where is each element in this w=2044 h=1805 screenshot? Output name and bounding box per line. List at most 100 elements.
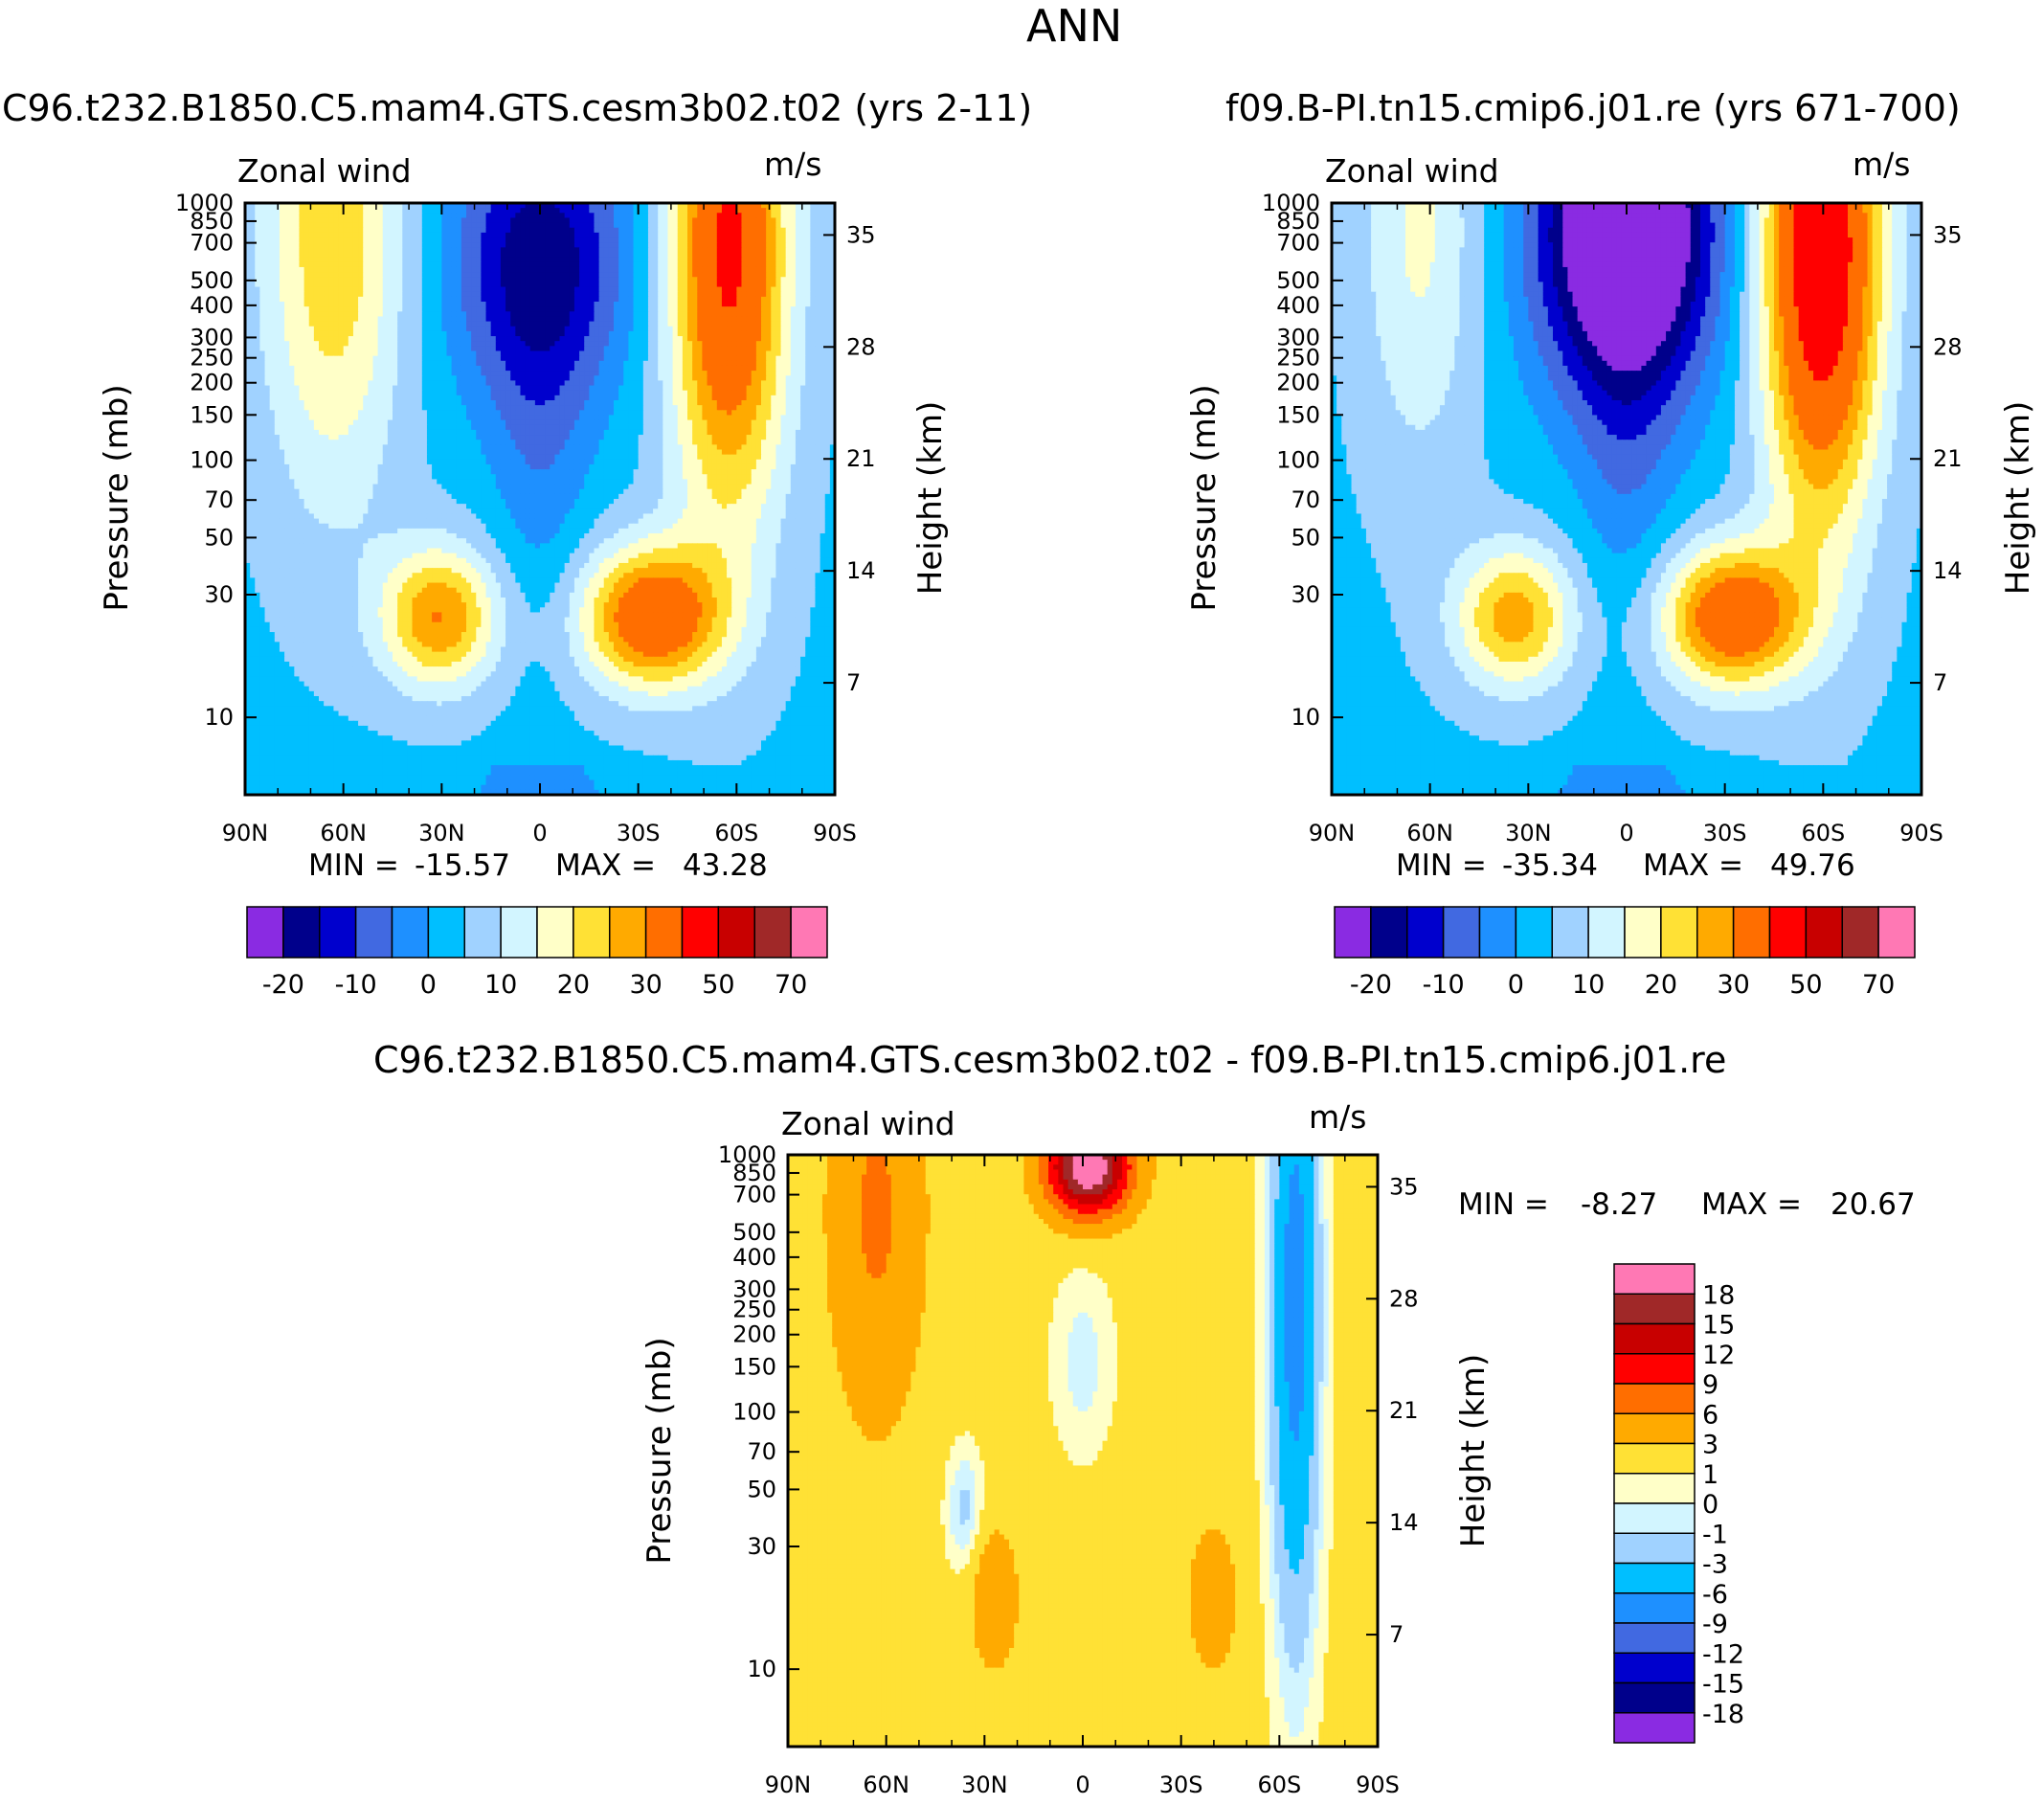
panel3-max-label: MAX =	[1701, 1190, 1802, 1220]
colorbar-swatch	[354, 906, 393, 959]
panel1-min-value: -15.57	[415, 851, 510, 881]
contour-fill	[788, 1155, 1379, 1748]
colorbar-label: 10	[484, 970, 517, 1000]
x-tick-label: 60N	[863, 1771, 910, 1798]
colorbar-swatch	[1613, 1383, 1696, 1414]
x-tick-label: 90N	[1309, 820, 1356, 846]
colorbar-swatch	[790, 906, 828, 959]
colorbar-label: 70	[1862, 970, 1895, 1000]
colorbar-swatch	[1406, 906, 1445, 959]
colorbar-swatch	[1613, 1353, 1696, 1385]
colorbar-swatch	[1613, 1712, 1696, 1744]
panel1-max-label: MAX =	[555, 851, 656, 881]
x-tick-label: 90S	[1356, 1771, 1400, 1798]
colorbar-label: -20	[1350, 970, 1392, 1000]
y-right-tick-label: 21	[846, 445, 876, 472]
colorbar-swatch	[609, 906, 647, 959]
x-tick-label: 0	[532, 820, 547, 846]
colorbar-swatch	[1613, 1562, 1696, 1594]
colorbar-swatch	[1768, 906, 1808, 959]
panel3-right-string: m/s	[1309, 1101, 1366, 1133]
y-tick-label: 10	[1291, 704, 1320, 731]
panel2-colorbar: -20 -10 0 10 20 30 50 70	[1334, 906, 1916, 1000]
colorbar-swatch	[644, 906, 684, 959]
y-tick-label: 50	[747, 1476, 776, 1502]
y-tick-label: 700	[190, 230, 234, 257]
y-tick-label: 70	[204, 486, 234, 513]
panel2-right-string: m/s	[1853, 148, 1910, 180]
y-tick-label: 850	[732, 1160, 776, 1186]
panel3-max-value: 20.67	[1831, 1190, 1916, 1220]
colorbar-swatch	[573, 906, 611, 959]
y-tick-label: 700	[732, 1182, 776, 1208]
y-right-tick-label: 14	[1389, 1509, 1419, 1536]
colorbar-swatch	[463, 906, 502, 959]
colorbar-swatch	[500, 906, 538, 959]
colorbar-label: 70	[775, 970, 807, 1000]
y-tick-label: 300	[190, 324, 234, 350]
colorbar-swatch	[1660, 906, 1698, 959]
panel1-ylabel-right: Height (km)	[911, 401, 950, 596]
colorbar-swatch	[1370, 906, 1408, 959]
y-tick-label: 850	[1276, 208, 1320, 235]
y-tick-label: 400	[732, 1244, 776, 1271]
y-tick-label: 70	[1291, 486, 1320, 513]
y-right-tick-label: 28	[846, 333, 876, 360]
colorbar-label: 20	[557, 970, 590, 1000]
colorbar-swatch	[1334, 906, 1372, 959]
colorbar-swatch	[1613, 1592, 1696, 1624]
panel3-min-value: -8.27	[1581, 1190, 1657, 1220]
y-tick-label: 50	[1291, 524, 1320, 551]
contour-fill	[1332, 203, 1922, 796]
y-tick-label: 250	[1276, 345, 1320, 372]
panel2-ylabel-right: Height (km)	[1999, 401, 2037, 596]
y-tick-label: 300	[1276, 324, 1320, 350]
y-tick-label: 100	[732, 1399, 776, 1426]
y-right-tick-label: 35	[846, 221, 876, 248]
y-right-tick-label: 28	[1933, 333, 1963, 360]
y-tick-label: 700	[1276, 230, 1320, 257]
colorbar-swatch	[1613, 1502, 1696, 1534]
y-right-tick-label: 7	[1933, 669, 1947, 696]
y-tick-label: 500	[732, 1219, 776, 1246]
colorbar-swatch	[391, 906, 430, 959]
colorbar-label: 20	[1645, 970, 1677, 1000]
panel3-left-string: Zonal wind	[781, 1108, 955, 1139]
panel3-ylabel: Pressure (mb)	[640, 1337, 679, 1564]
x-tick-label: 90N	[765, 1771, 812, 1798]
y-tick-label: 150	[732, 1353, 776, 1380]
y-right-tick-label: 14	[1933, 557, 1963, 584]
colorbar-label: 50	[702, 970, 734, 1000]
colorbar-label: -15	[1702, 1670, 1744, 1700]
y-tick-label: 250	[190, 345, 234, 372]
panel3-ylabel-right: Height (km)	[1454, 1354, 1493, 1548]
colorbar-swatch	[1587, 906, 1626, 959]
colorbar-swatch	[319, 906, 357, 959]
colorbar-swatch	[282, 906, 321, 959]
y-tick-label: 500	[1276, 267, 1320, 294]
panel1-max-value: 43.28	[683, 851, 768, 881]
y-tick-label: 150	[190, 401, 234, 428]
y-right-tick-label: 7	[1389, 1621, 1404, 1648]
y-tick-label: 100	[1276, 447, 1320, 474]
colorbar-label: 0	[1702, 1490, 1718, 1520]
panel2-ylabel: Pressure (mb)	[1185, 384, 1224, 611]
y-right-tick-label: 21	[1933, 445, 1963, 472]
y-right-tick-label: 7	[846, 669, 861, 696]
y-tick-label: 1000	[718, 1141, 776, 1168]
colorbar-swatch	[1515, 906, 1553, 959]
y-tick-label: 10	[747, 1656, 776, 1682]
colorbar-label: 12	[1702, 1341, 1735, 1370]
y-tick-label: 400	[190, 292, 234, 319]
y-tick-label: 500	[190, 267, 234, 294]
colorbar-label: 9	[1702, 1370, 1718, 1400]
colorbar-label: 6	[1702, 1400, 1718, 1430]
panel3-title: C96.t232.B1850.C5.mam4.GTS.cesm3b02.t02 …	[373, 1042, 1726, 1078]
colorbar-swatch	[427, 906, 465, 959]
colorbar-swatch	[1613, 1322, 1696, 1355]
colorbar-swatch	[717, 906, 755, 959]
y-tick-label: 850	[190, 208, 234, 235]
x-tick-label: 30N	[961, 1771, 1008, 1798]
